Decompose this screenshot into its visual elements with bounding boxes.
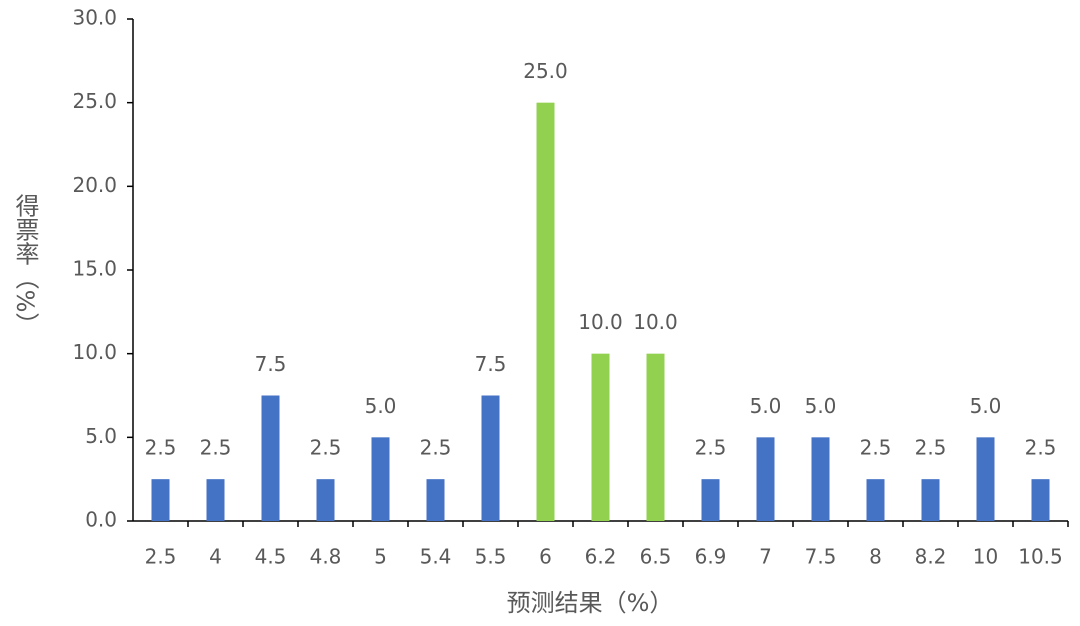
x-tick-label: 10 <box>973 545 998 569</box>
value-label: 10.0 <box>633 310 678 334</box>
x-tick-label: 6.9 <box>695 545 727 569</box>
value-label: 2.5 <box>145 436 177 460</box>
y-tick-label: 0.0 <box>85 508 117 532</box>
value-label: 2.5 <box>420 436 452 460</box>
value-label: 10.0 <box>578 310 623 334</box>
value-label: 2.5 <box>1025 436 1057 460</box>
x-tick-label: 4.8 <box>310 545 342 569</box>
bar <box>481 395 500 521</box>
value-label: 2.5 <box>860 436 892 460</box>
bar <box>756 437 775 521</box>
bar <box>261 395 280 521</box>
bar <box>1031 479 1050 521</box>
y-tick-label: 25.0 <box>72 89 117 113</box>
bar <box>591 353 610 521</box>
bar <box>866 479 885 521</box>
x-tick-label: 7.5 <box>805 545 837 569</box>
bar <box>316 479 335 521</box>
bar <box>536 102 555 522</box>
value-label: 5.0 <box>365 394 397 418</box>
value-label: 2.5 <box>915 436 947 460</box>
bar <box>426 479 445 521</box>
y-tick-label: 10.0 <box>72 340 117 364</box>
value-label: 5.0 <box>750 394 782 418</box>
y-tick-label: 5.0 <box>85 424 117 448</box>
x-tick-label: 6.2 <box>585 545 617 569</box>
bar <box>921 479 940 521</box>
bar <box>371 437 390 521</box>
y-tick-label: 15.0 <box>72 257 117 281</box>
x-tick-label: 6.5 <box>640 545 672 569</box>
value-label: 7.5 <box>255 352 287 376</box>
bar <box>701 479 720 521</box>
x-tick-label: 6 <box>539 545 552 569</box>
bar <box>646 353 665 521</box>
x-tick-label: 5 <box>374 545 387 569</box>
x-tick-label: 2.5 <box>145 545 177 569</box>
y-axis-title: 得票率（%） <box>11 194 39 337</box>
value-label: 5.0 <box>970 394 1002 418</box>
x-tick-label: 7 <box>759 545 772 569</box>
bar <box>206 479 225 521</box>
value-label: 2.5 <box>695 436 727 460</box>
y-tick-label: 20.0 <box>72 173 117 197</box>
value-label: 25.0 <box>523 59 568 83</box>
bar <box>151 479 170 521</box>
value-label: 2.5 <box>200 436 232 460</box>
x-tick-label: 8.2 <box>915 545 947 569</box>
bar <box>811 437 830 521</box>
value-label: 2.5 <box>310 436 342 460</box>
x-tick-label: 8 <box>869 545 882 569</box>
x-tick-label: 4.5 <box>255 545 287 569</box>
y-tick-label: 30.0 <box>72 6 117 30</box>
x-tick-label: 10.5 <box>1018 545 1063 569</box>
x-tick-label: 4 <box>209 545 222 569</box>
x-axis-title: 预测结果（%） <box>507 589 674 617</box>
value-label: 5.0 <box>805 394 837 418</box>
value-label: 7.5 <box>475 352 507 376</box>
bar <box>976 437 995 521</box>
x-tick-label: 5.4 <box>420 545 452 569</box>
x-tick-label: 5.5 <box>475 545 507 569</box>
